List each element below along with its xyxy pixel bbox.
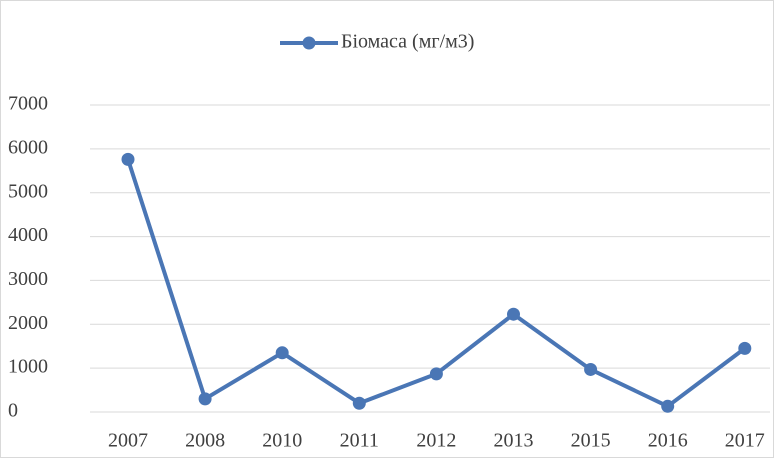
x-tick-label: 2010 [262,430,302,452]
x-tick-label: 2007 [108,430,148,452]
data-point [738,341,752,355]
y-tick-label: 2000 [8,312,48,334]
y-tick-label: 4000 [8,224,48,246]
y-tick-label: 6000 [8,136,48,158]
y-tick-label: 0 [8,400,18,422]
y-tick-label: 1000 [8,356,48,378]
y-tick-label: 7000 [8,93,48,115]
x-tick-label: 2008 [185,430,225,452]
x-tick-label: 2011 [340,430,379,452]
data-point [507,307,520,321]
x-tick-label: 2017 [725,430,765,452]
data-point [198,392,212,406]
data-point [352,396,366,410]
data-point [584,362,598,376]
y-tick-label: 5000 [8,180,48,202]
data-point [429,367,443,381]
y-tick-label: 3000 [8,268,48,290]
data-point [661,399,675,413]
legend-label: Біомаса (мг/м3) [341,31,474,53]
data-point [121,152,135,166]
x-tick-label: 2013 [494,430,534,452]
x-tick-label: 2016 [648,430,688,452]
x-tick-label: 2012 [416,430,456,452]
x-tick-label: 2015 [571,430,611,452]
data-point [275,346,289,360]
legend-marker [302,36,316,50]
